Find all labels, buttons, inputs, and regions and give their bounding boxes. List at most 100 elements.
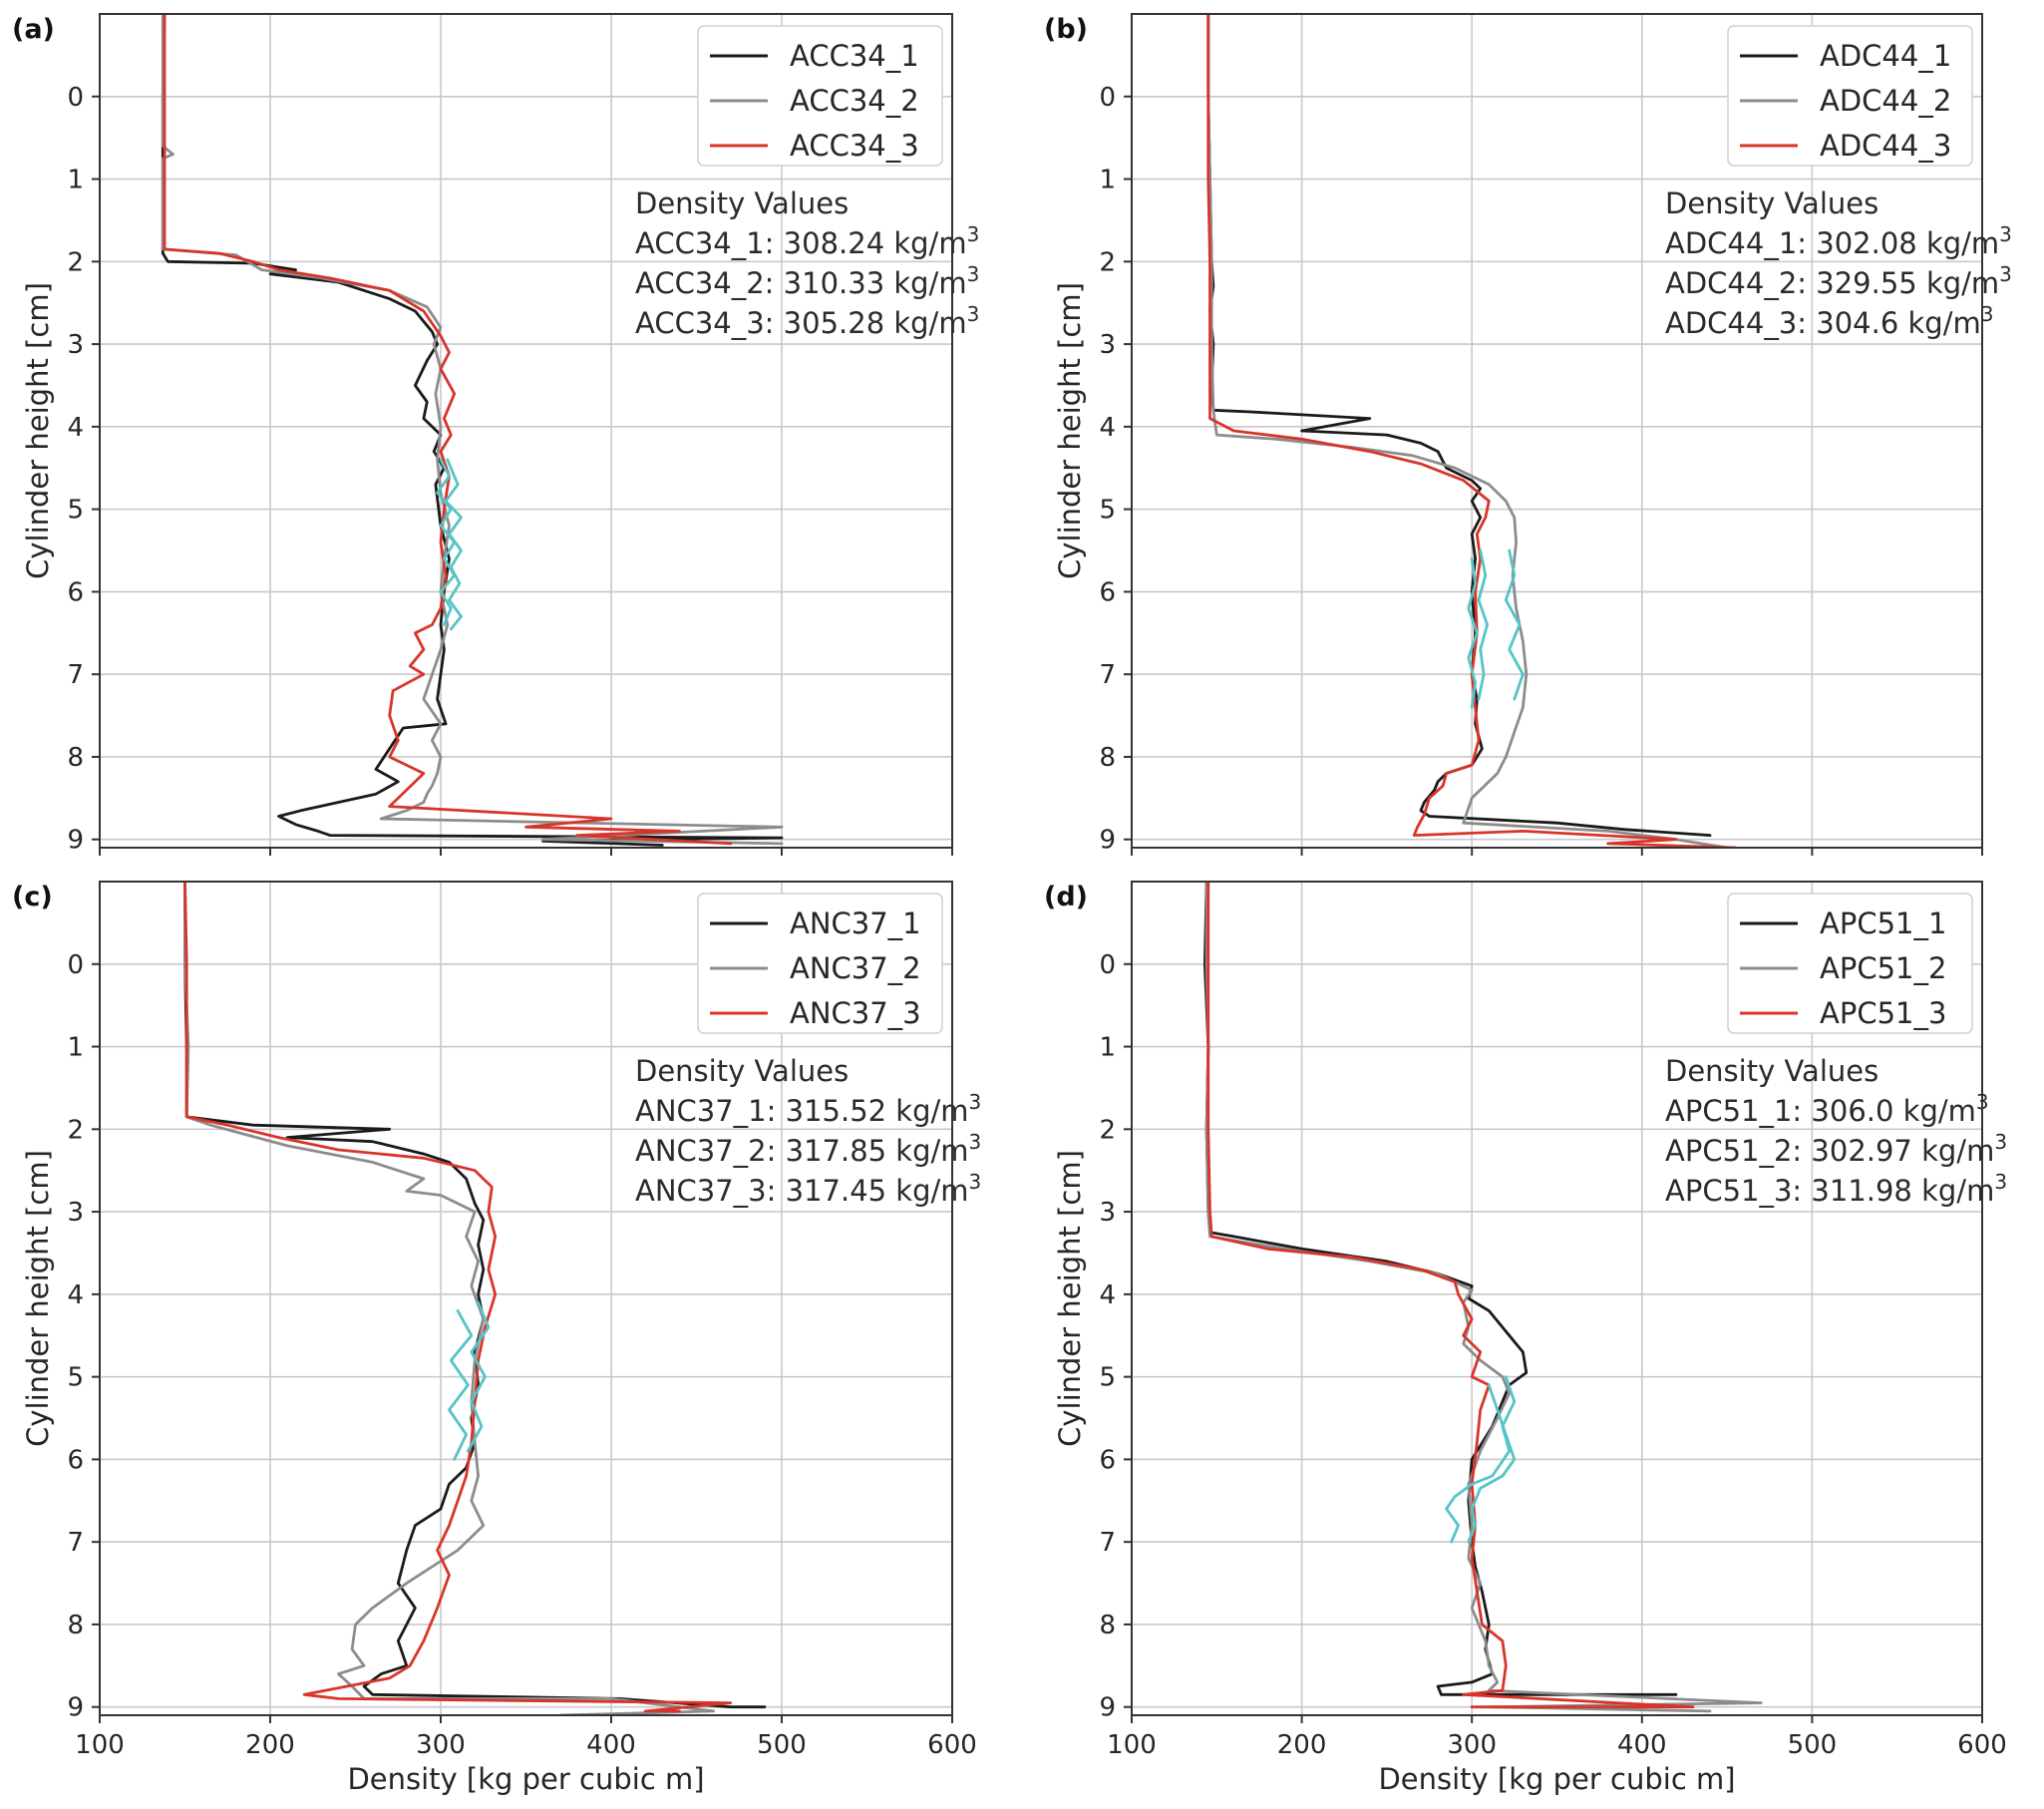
annotation-value: ANC37_1: 315.52 kg/m3	[635, 1090, 981, 1128]
legend-entry: ACC34_3	[790, 129, 919, 163]
panel-a: 0 1 2 3 4 5 6 7 8 9 Cylinder height [cm] (a) ACC34_1…	[12, 13, 979, 856]
y-tick-label: 9	[67, 826, 84, 856]
x-tick-label: 600	[1957, 1730, 2007, 1760]
series-line-ACC34_2	[161, 14, 784, 846]
x-tick-label: 200	[1277, 1730, 1327, 1760]
y-tick-label: 3	[1099, 330, 1116, 360]
y-tick-label: 1	[67, 1033, 84, 1063]
panel-d: 100 200 300 400 500 600 0 1 2 3 4 5 6 7 8 9 Cylinder hei…	[1044, 881, 2007, 1796]
annotation-value: ACC34_1: 308.24 kg/m3	[635, 222, 979, 260]
annotation-value: APC51_1: 306.0 kg/m3	[1665, 1090, 1989, 1128]
y-tick-label: 5	[67, 496, 84, 526]
y-axis-label: Cylinder height [cm]	[21, 282, 55, 579]
y-tick-label: 5	[67, 1363, 84, 1393]
annotation-value: ANC37_3: 317.45 kg/m3	[635, 1170, 981, 1208]
y-axis-label: Cylinder height [cm]	[21, 1150, 55, 1447]
legend-entry: ACC34_1	[790, 39, 919, 73]
y-tick-label: 8	[67, 743, 84, 773]
legend-box	[697, 893, 943, 1034]
y-axis-label: Cylinder height [cm]	[1053, 1150, 1087, 1447]
x-tick-label: 100	[1107, 1730, 1157, 1760]
legend-entry: ANC37_1	[790, 906, 921, 940]
series-line-ANC37_2	[183, 882, 715, 1715]
y-axis-label: Cylinder height [cm]	[1053, 282, 1087, 579]
y-tick-label: 7	[67, 1528, 84, 1558]
series-line-highlight	[1477, 548, 1489, 701]
annotation-value: ADC44_1: 302.08 kg/m3	[1665, 222, 2012, 260]
series-line-highlight	[1467, 1383, 1517, 1544]
legend-box	[697, 25, 943, 167]
y-tick-label: 2	[67, 1115, 84, 1145]
series-line-highlight	[467, 1300, 491, 1453]
panel-b: 0 1 2 3 4 5 6 7 8 9 Cylinder height [cm] (b) ADC44_1…	[1044, 13, 2012, 856]
y-tick-label: 8	[67, 1611, 84, 1640]
y-tick-label: 7	[1099, 660, 1116, 690]
y-tick-label: 2	[1099, 247, 1116, 277]
legend-entry: ADC44_3	[1820, 129, 1951, 163]
annotation-value: APC51_3: 311.98 kg/m3	[1665, 1170, 2007, 1208]
x-axis-label: Density [kg per cubic m]	[1378, 1762, 1735, 1796]
y-tick-label: 1	[1099, 166, 1116, 195]
annotation-value: ACC34_2: 310.33 kg/m3	[635, 262, 979, 300]
y-tick-label: 6	[67, 1445, 84, 1475]
axes-frame	[1131, 881, 1983, 1716]
x-tick-label: 100	[75, 1730, 125, 1760]
annotation-title: Density Values	[635, 1054, 849, 1088]
series-line-highlight	[448, 1309, 474, 1461]
x-tick-label: 600	[927, 1730, 977, 1760]
x-tick-label: 500	[1788, 1730, 1838, 1760]
series-line-ADC44_2	[1206, 14, 1729, 848]
legend-entry: ANC37_3	[790, 996, 921, 1030]
x-tick-label: 400	[586, 1730, 636, 1760]
series-line-APC51_1	[1203, 882, 1678, 1696]
axes-frame	[99, 881, 953, 1716]
axes-frame	[99, 13, 953, 849]
y-tick-label: 5	[1099, 496, 1116, 526]
series-line-ADC44_3	[1206, 14, 1737, 848]
y-tick-label: 0	[1099, 950, 1116, 980]
annotation-value: ADC44_3: 304.6 kg/m3	[1665, 302, 1993, 340]
x-tick-label: 300	[1447, 1730, 1497, 1760]
annotation-value: ADC44_2: 329.55 kg/m3	[1665, 262, 2012, 300]
annotation-title: Density Values	[1665, 1054, 1878, 1088]
y-tick-label: 9	[1099, 1693, 1116, 1723]
legend-entry: APC51_1	[1820, 906, 1946, 940]
series-line-ACC34_3	[163, 14, 733, 846]
legend-box	[1727, 893, 1973, 1034]
y-tick-label: 7	[67, 660, 84, 690]
annotation-value: ACC34_3: 305.28 kg/m3	[635, 302, 979, 340]
panel-label: (d)	[1044, 882, 1088, 912]
y-tick-label: 9	[67, 1693, 84, 1723]
y-tick-label: 1	[1099, 1033, 1116, 1063]
x-tick-label: 300	[416, 1730, 466, 1760]
y-tick-label: 8	[1099, 1611, 1116, 1640]
y-tick-label: 6	[1099, 577, 1116, 607]
x-tick-label: 400	[1617, 1730, 1667, 1760]
series-line-highlight	[1467, 556, 1479, 709]
y-tick-label: 4	[67, 413, 84, 443]
legend-box	[1727, 25, 1973, 167]
x-tick-label: 200	[245, 1730, 295, 1760]
y-tick-label: 5	[1099, 1363, 1116, 1393]
y-tick-label: 6	[67, 577, 84, 607]
annotation-title: Density Values	[1665, 186, 1878, 220]
y-tick-label: 9	[1099, 826, 1116, 856]
y-tick-label: 4	[1099, 1280, 1116, 1310]
legend-entry: ADC44_2	[1820, 84, 1951, 118]
x-axis-label: Density [kg per cubic m]	[347, 1762, 704, 1796]
annotation-title: Density Values	[635, 186, 849, 220]
series-line-highlight	[1445, 1375, 1517, 1544]
y-tick-label: 0	[67, 950, 84, 980]
y-tick-label: 1	[67, 166, 84, 195]
y-tick-label: 4	[1099, 413, 1116, 443]
y-tick-label: 3	[67, 330, 84, 360]
y-tick-label: 0	[67, 83, 84, 113]
y-tick-label: 3	[1099, 1198, 1116, 1228]
y-tick-label: 7	[1099, 1528, 1116, 1558]
x-tick-label: 500	[757, 1730, 807, 1760]
annotation-value: APC51_2: 302.97 kg/m3	[1665, 1130, 2007, 1168]
y-tick-label: 0	[1099, 83, 1116, 113]
panel-c: 100 200 300 400 500 600 0 1 2 3 4 5 6 7 8 9 Cylinder hei…	[12, 881, 981, 1796]
series-line-highlight	[444, 458, 463, 631]
